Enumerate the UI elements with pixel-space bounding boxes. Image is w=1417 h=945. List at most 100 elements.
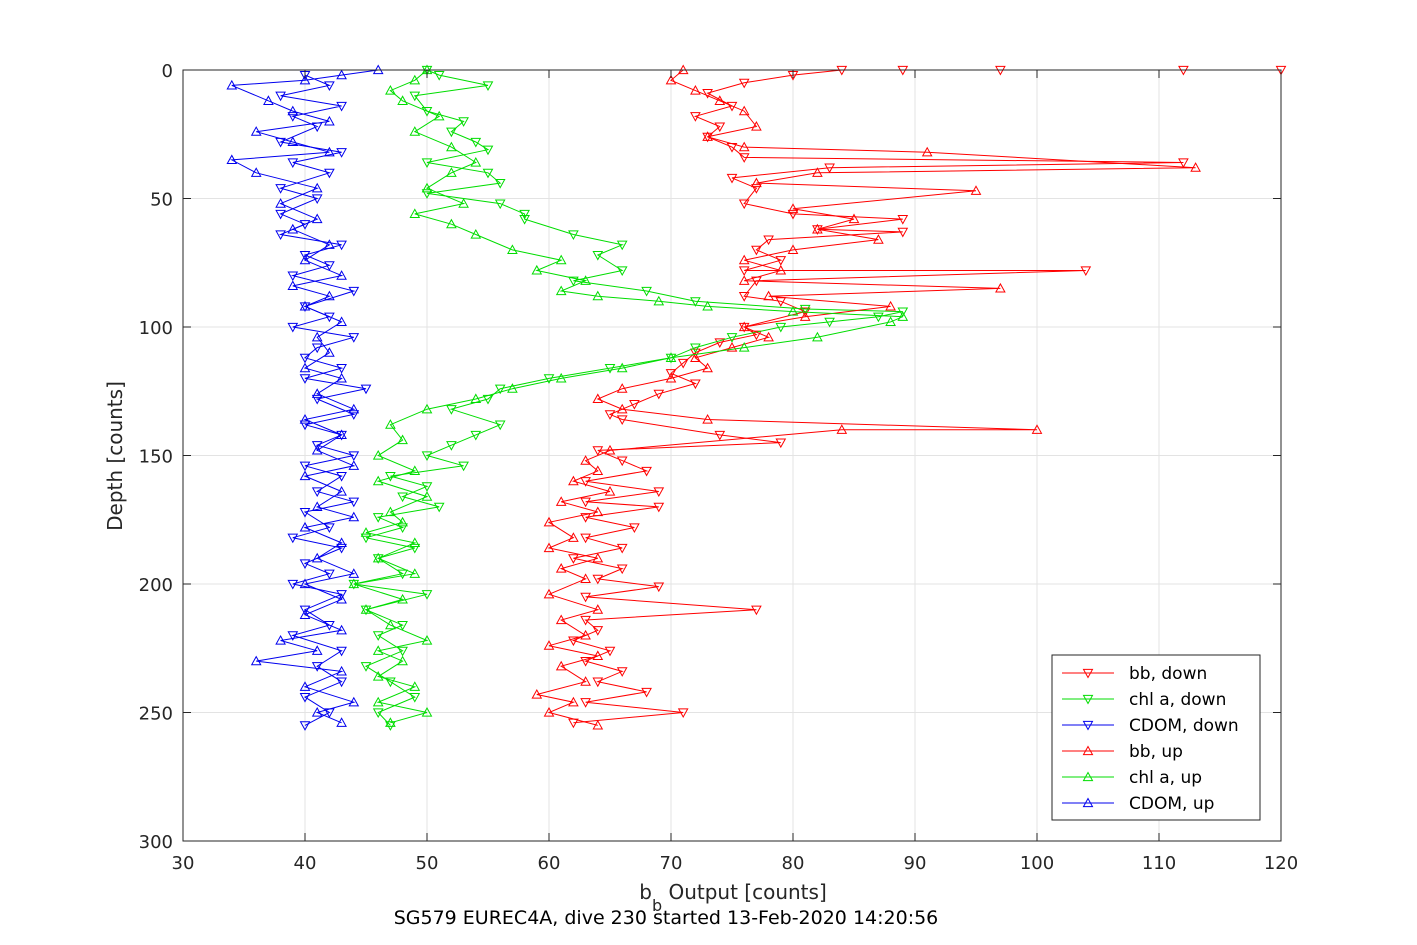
data-point xyxy=(970,185,982,195)
data-point xyxy=(775,438,787,449)
data-point xyxy=(580,657,591,667)
data-point xyxy=(470,430,482,441)
data-point xyxy=(616,240,628,251)
data-point xyxy=(324,261,335,271)
data-point xyxy=(738,292,750,302)
data-point xyxy=(543,640,555,650)
data-point xyxy=(446,167,457,177)
data-point xyxy=(568,276,579,287)
legend-box xyxy=(1051,654,1261,821)
series-line xyxy=(536,69,1196,726)
data-point xyxy=(275,184,286,194)
data-point xyxy=(726,342,738,352)
data-point xyxy=(348,333,360,343)
data-point xyxy=(690,85,701,95)
data-point xyxy=(726,173,738,184)
data-point xyxy=(690,112,701,122)
data-point xyxy=(494,384,506,395)
series-line xyxy=(571,69,1281,724)
data-point xyxy=(287,631,299,641)
data-point xyxy=(311,213,323,224)
data-point xyxy=(433,110,445,121)
data-point xyxy=(324,239,335,249)
data-point xyxy=(555,496,567,506)
data-point xyxy=(324,115,335,126)
data-point xyxy=(568,532,579,542)
x-axis-label: bb Output [counts] xyxy=(639,880,827,915)
data-point xyxy=(311,394,323,405)
data-point xyxy=(348,410,360,420)
data-point xyxy=(470,393,482,404)
data-point xyxy=(311,343,323,354)
data-point xyxy=(482,168,494,179)
data-point xyxy=(775,264,787,275)
data-point xyxy=(738,199,750,210)
data-point xyxy=(616,266,628,276)
data-point xyxy=(751,245,762,256)
data-point xyxy=(580,275,591,285)
data-point xyxy=(336,593,347,604)
data-point xyxy=(324,168,335,179)
data-point xyxy=(372,552,384,563)
data-point xyxy=(287,105,299,116)
data-point xyxy=(738,321,750,332)
data-point xyxy=(592,604,604,614)
data-point xyxy=(726,333,738,343)
data-point xyxy=(519,209,530,220)
data-point xyxy=(348,511,360,522)
data-point xyxy=(372,475,384,486)
data-point xyxy=(580,629,591,640)
legend-marker xyxy=(1082,668,1094,679)
data-point xyxy=(397,621,408,631)
data-point xyxy=(360,662,372,672)
x-axis-label-rest: Output [counts] xyxy=(662,880,827,904)
data-point xyxy=(763,235,774,246)
data-point xyxy=(531,688,543,699)
legend-marker xyxy=(1082,694,1094,705)
data-point xyxy=(543,588,555,599)
data-point xyxy=(616,564,628,575)
data-point xyxy=(372,696,384,707)
data-point xyxy=(409,126,421,136)
data-point xyxy=(494,420,506,431)
data-point xyxy=(299,681,311,691)
data-point xyxy=(751,121,762,131)
data-point xyxy=(592,552,604,563)
data-point xyxy=(812,167,823,177)
data-point xyxy=(397,523,408,533)
data-point xyxy=(360,533,372,544)
data-point xyxy=(324,523,335,533)
data-point xyxy=(311,388,323,398)
data-point xyxy=(799,311,811,321)
data-point xyxy=(458,461,469,472)
data-point xyxy=(263,95,274,105)
data-point xyxy=(653,389,665,400)
data-point xyxy=(385,677,396,688)
legend-marker xyxy=(1082,797,1094,808)
data-point xyxy=(324,347,335,357)
data-point xyxy=(421,635,433,645)
data-point xyxy=(299,721,311,731)
data-point xyxy=(738,141,750,152)
data-point xyxy=(580,497,591,508)
data-point xyxy=(336,537,347,547)
data-point xyxy=(702,300,713,311)
data-point xyxy=(665,74,677,85)
series-line xyxy=(230,69,379,724)
data-point xyxy=(287,280,299,290)
data-point xyxy=(287,579,299,590)
data-point xyxy=(275,198,286,208)
data-point xyxy=(385,721,396,731)
data-point xyxy=(275,230,286,241)
data-point xyxy=(653,295,665,306)
data-point xyxy=(824,317,835,328)
data-point xyxy=(494,178,506,189)
x-axis-label-main: b xyxy=(639,880,652,904)
data-point xyxy=(507,244,518,254)
data-point xyxy=(250,655,262,666)
data-point xyxy=(397,569,408,580)
data-point xyxy=(543,706,555,717)
data-point xyxy=(287,271,299,282)
data-point xyxy=(397,593,408,604)
